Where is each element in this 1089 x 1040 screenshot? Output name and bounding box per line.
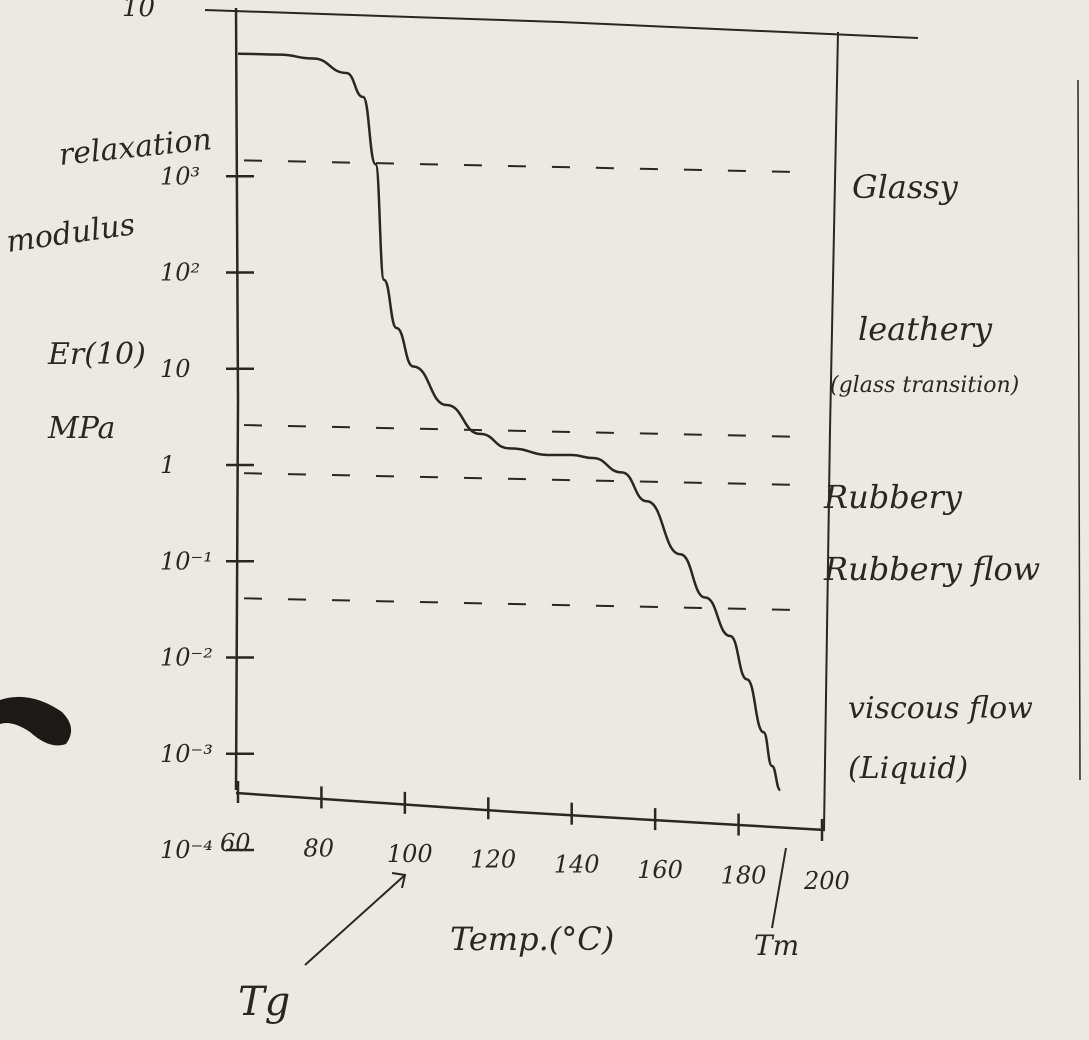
region-leathery: leathery: [858, 310, 993, 348]
y-tick-label: 10⁻³: [160, 740, 213, 768]
tm-arrow: [771, 847, 787, 929]
x-tick-label: 100: [387, 840, 433, 868]
y-axis-label-line-2: modulus: [4, 207, 137, 260]
region-rubbery-flow: Rubbery flow: [823, 550, 1040, 588]
x-tick-label: 60: [220, 829, 251, 857]
relaxation-modulus-curve: [237, 52, 782, 792]
x-axis: [235, 791, 826, 832]
y-axis-label-line-3: Er(10): [47, 337, 146, 372]
x-tick-label: 200: [803, 867, 850, 895]
y-tick-label: 10⁻⁴: [160, 836, 213, 864]
ink-smudge: [0, 696, 72, 746]
region-viscous-flow: viscous flow: [848, 691, 1033, 726]
tm-annotation: Tm: [754, 929, 799, 962]
reference-dashed-line: [243, 159, 813, 174]
x-tick-label: 180: [721, 862, 767, 890]
reference-dashed-line: [243, 472, 813, 487]
x-tick-label: 80: [303, 834, 334, 862]
region-rubbery: Rubbery: [823, 478, 963, 516]
y-tick-label: 10⁻¹: [160, 547, 213, 575]
region-glassy: Glassy: [852, 168, 959, 206]
x-tick-label: 160: [637, 856, 683, 884]
x-tick-label: 120: [470, 845, 516, 873]
tg-arrow: [304, 872, 407, 966]
y-tick-label: 1: [160, 451, 175, 479]
x-tick-label: 140: [554, 851, 600, 879]
reference-lines: [243, 159, 813, 612]
right-border: [823, 31, 839, 831]
y-tick-label: 10: [160, 355, 191, 383]
y-axis-ticks: 10³ 10² 10 1 10⁻¹ 10⁻² 10⁻³ 10⁻⁴: [160, 162, 254, 864]
y-tick-label: 10³: [160, 162, 200, 190]
y-axis-label-line-4: MPa: [47, 411, 115, 446]
y-axis-top-label: 10: [122, 0, 155, 23]
x-axis-ticks: 60 80 100 120 140 160 180 200: [220, 781, 850, 895]
margin-line: [1077, 79, 1081, 781]
reference-dashed-line: [243, 424, 813, 439]
reference-dashed-line: [243, 597, 813, 612]
y-tick-label: 10⁻²: [160, 644, 213, 672]
y-axis: [234, 7, 240, 791]
region-viscous-flow-sub: (Liquid): [848, 751, 968, 786]
y-tick-label: 10²: [160, 259, 200, 287]
region-leathery-sub: (glass transition): [830, 373, 1019, 398]
top-border: [204, 9, 919, 39]
tg-annotation: Tg: [238, 979, 290, 1025]
x-axis-label: Temp.(°C): [450, 920, 614, 958]
